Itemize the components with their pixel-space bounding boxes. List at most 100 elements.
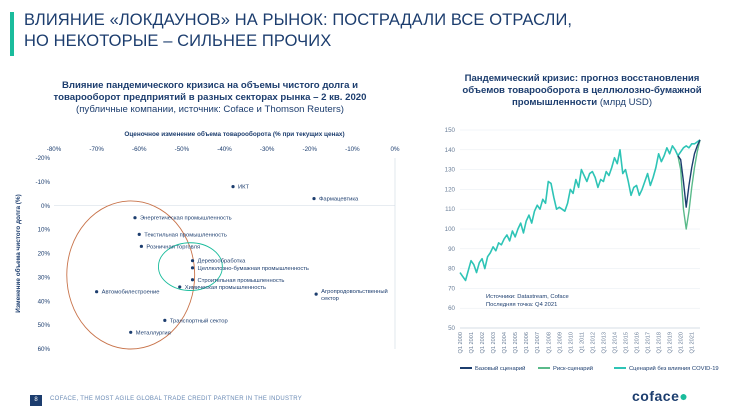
line-series-risk [677,139,701,230]
scatter-y-tick-label: -10% [36,179,51,186]
scatter-point-label: Автомобилестроение [102,290,160,296]
line-x-tick-label: Q1 2021 [690,332,696,353]
line-x-tick-label: Q1 2013 [601,332,607,353]
scatter-point [163,318,167,322]
scatter-x-tick-label: -20% [303,146,318,153]
page-title-line2: НО НЕКОТОРЫЕ – СИЛЬНЕЕ ПРОЧИХ [24,32,332,50]
scatter-title-line2: товарооборот предприятий в разных сектор… [53,92,367,103]
line-y-tick-label: 80 [448,266,455,273]
line-y-tick-label: 70 [448,285,455,292]
scatter-point-label: Целлюлозно-бумажная промышленность [198,266,309,272]
scatter-point [190,266,195,270]
line-x-tick-label: Q1 2019 [668,332,674,353]
line-x-tick-label: Q1 2011 [579,332,585,353]
line-source-annotation: Источники: Datastream, Coface [486,294,569,300]
scatter-point-label: Энергетическая промышленность [140,216,232,222]
line-x-tick-label: Q1 2015 [624,332,630,353]
scatter-point [178,285,182,289]
scatter-point-label: Транспортный сектор [170,317,228,324]
scatter-x-tick-label: -50% [175,146,190,153]
scatter-x-tick-label: -40% [217,146,232,153]
line-y-tick-label: 50 [448,325,455,332]
scatter-x-tick-label: -80% [47,146,62,153]
line-x-tick-label: Q1 2008 [546,332,552,353]
scatter-point-label: Химическая промышленность [185,285,266,291]
scatter-point [190,278,195,282]
scatter-point [133,216,137,220]
scatter-y-tick-label: 40% [38,298,51,305]
line-x-tick-label: Q1 2007 [535,332,541,353]
line-title-line2: объемов товарооборота в целлюлозно-бумаж… [462,85,702,96]
scatter-y-axis-label: Изменение объема чистого долга (%) [14,194,22,312]
scatter-x-axis-label: Оценочное изменение объема товарооборота… [124,130,344,138]
scatter-point [129,330,133,334]
line-title-line1: Пандемический кризис: прогноз восстановл… [464,73,700,84]
line-x-tick-label: Q1 2004 [502,332,508,353]
scatter-point [314,292,318,296]
footer-page-number: 8 [30,395,42,406]
scatter-point [190,259,195,263]
scatter-point [95,290,99,294]
line-title-line3-bold: промышленности [511,97,598,108]
scatter-subtitle: (публичные компании, источник: Coface и … [76,104,344,115]
line-y-tick-label: 60 [448,305,455,312]
scatter-point-label: Металлургия [136,330,171,336]
line-y-tick-label: 140 [445,147,456,154]
line-panel-title: Пандемический кризис: прогноз восстановл… [448,73,716,109]
line-x-tick-label: Q1 2016 [635,332,641,353]
scatter-point-label: ИКТ [238,185,250,191]
line-y-tick-label: 100 [445,226,456,233]
scatter-point-label: Строительная промышленность [198,278,285,284]
scatter-point [139,244,143,248]
legend-label: Базовый сценарий [475,365,525,372]
scatter-x-tick-label: -70% [89,146,104,153]
scatter-x-tick-label: 0% [391,146,400,153]
page-title: ВЛИЯНИЕ «ЛОКДАУНОВ» НА РЫНОК: ПОСТРАДАЛИ… [24,10,704,52]
scatter-point-label: Текстильная промышленность [144,232,227,238]
logo-dot-icon: ● [679,388,689,404]
line-y-tick-label: 150 [445,127,456,134]
page-title-line1: ВЛИЯНИЕ «ЛОКДАУНОВ» НА РЫНОК: ПОСТРАДАЛИ… [24,11,573,29]
footer-tagline: COFACE, THE MOST AGILE GLOBAL TRADE CRED… [50,396,303,402]
scatter-point-label: Агропродовольственный сектор [321,288,388,302]
scatter-point-label: Розничная торговля [146,244,200,250]
scatter-y-tick-label: 20% [38,251,51,258]
coface-logo-text: coface [632,388,680,404]
line-x-tick-label: Q1 2018 [657,332,663,353]
scatter-x-tick-label: -10% [345,146,360,153]
line-x-tick-label: Q1 2012 [590,332,596,353]
legend-label: Риск-сценарий [553,365,593,372]
line-x-tick-label: Q1 2009 [557,332,563,353]
coface-logo: coface● [632,388,688,404]
scatter-y-tick-label: 60% [38,346,51,353]
line-x-tick-label: Q1 2010 [568,332,574,353]
scatter-point-label: Фармацевтика [319,197,359,203]
scatter-title-line1: Влияние пандемического кризиса на объемы… [61,80,359,91]
line-y-tick-label: 110 [445,206,455,213]
scatter-y-tick-label: 0% [41,203,50,210]
highlight-ellipse-green [157,242,223,291]
line-x-tick-label: Q1 2017 [646,332,652,353]
line-y-tick-label: 120 [445,186,456,193]
highlight-ellipse-orange [66,200,196,350]
line-x-tick-label: Q1 2014 [612,332,618,353]
scatter-panel-title: Влияние пандемического кризиса на объемы… [40,80,380,116]
legend-label: Сценарий без влияния COVID-19 [629,365,719,372]
scatter-point [231,185,235,189]
scatter-point [312,196,316,201]
scatter-y-tick-label: -20% [36,155,51,162]
line-x-tick-label: Q1 2020 [679,332,685,353]
line-x-tick-label: Q1 2005 [513,332,519,353]
line-series-no-covid [459,139,701,282]
scatter-x-tick-label: -30% [260,146,275,153]
title-accent-bar [10,12,14,56]
line-x-tick-label: Q1 2002 [480,332,486,353]
line-last-point-annotation: Последняя точка: Q4 2021 [486,302,557,308]
scatter-y-tick-label: 10% [38,227,51,234]
scatter-y-tick-label: 30% [38,274,51,281]
line-series-base [677,139,701,208]
scatter-point-label: Деревообработка [198,259,247,265]
line-title-line3-rest: (млрд USD) [597,97,653,108]
line-y-tick-label: 90 [448,246,455,253]
